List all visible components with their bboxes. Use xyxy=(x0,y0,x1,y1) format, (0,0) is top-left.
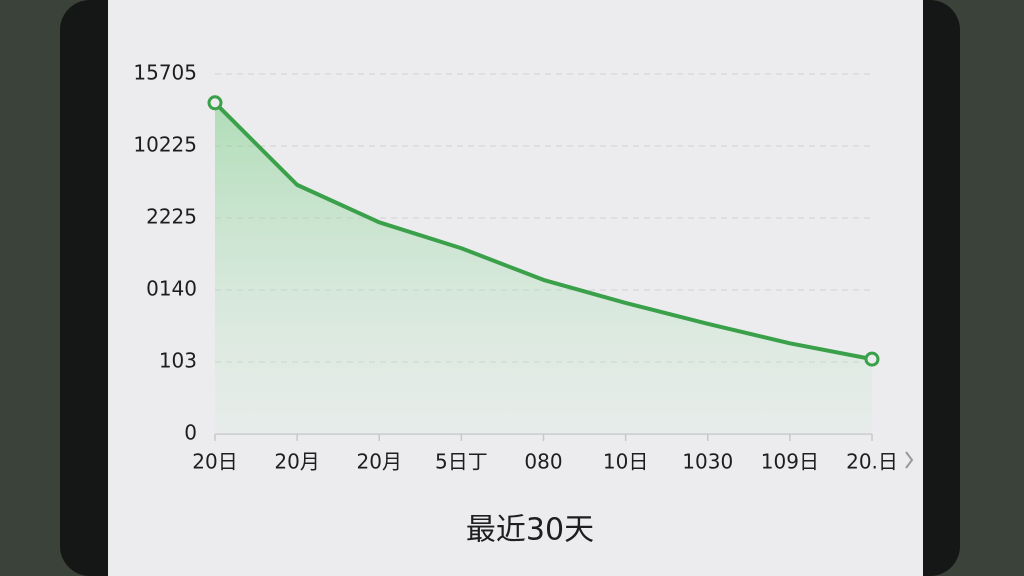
area-fill xyxy=(215,102,872,435)
x-tick-label: 20月 xyxy=(274,450,319,474)
y-tick-label: 2225 xyxy=(146,205,197,229)
x-tick-label: 10日 xyxy=(603,450,648,474)
next-chevron[interactable] xyxy=(905,451,914,469)
x-tick-label: 20.日 xyxy=(846,450,898,474)
y-tick-label: 103 xyxy=(159,349,197,373)
y-tick-label: 10225 xyxy=(133,133,197,157)
x-tick-label: 1030 xyxy=(682,450,733,474)
y-tick-label: 15705 xyxy=(133,61,197,85)
x-tick-label: 080 xyxy=(524,450,562,474)
line xyxy=(213,100,874,362)
y-tick-label: 0140 xyxy=(146,277,197,301)
end-point xyxy=(207,95,223,111)
y-tick-label: 0 xyxy=(184,421,197,445)
x-tick-label: 20日 xyxy=(192,450,237,474)
plot-area: 0 103 0140 2225 10225 15705 20日 20月 20月 5日丁 080 10日… xyxy=(133,61,898,474)
x-tick-label: 5日丁 xyxy=(435,450,488,474)
end-point xyxy=(864,351,880,367)
x-tick-label: 109日 xyxy=(761,450,819,474)
x-tick-label: 20月 xyxy=(357,450,402,474)
period-label[interactable]: 最近30天 xyxy=(466,513,594,548)
